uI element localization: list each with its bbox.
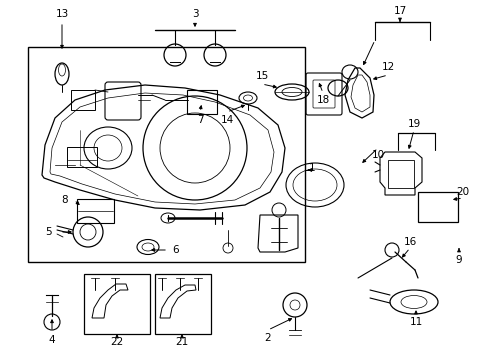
Bar — [84, 274, 150, 334]
Bar — [28, 47, 305, 262]
Text: 16: 16 — [403, 237, 416, 247]
Bar — [387, 160, 413, 188]
Text: 21: 21 — [175, 337, 188, 347]
Text: 2: 2 — [264, 333, 271, 343]
Text: 10: 10 — [371, 150, 384, 160]
Text: 13: 13 — [55, 9, 68, 19]
Text: 6: 6 — [172, 245, 179, 255]
Text: 19: 19 — [407, 119, 420, 129]
Text: 20: 20 — [455, 187, 468, 197]
Text: 9: 9 — [455, 255, 461, 265]
Text: 4: 4 — [49, 335, 55, 345]
Text: 15: 15 — [255, 71, 268, 81]
Bar — [155, 274, 210, 334]
Text: 1: 1 — [308, 163, 315, 173]
Text: 17: 17 — [392, 6, 406, 16]
Text: 14: 14 — [220, 115, 233, 125]
Text: 5: 5 — [44, 227, 51, 237]
Text: 18: 18 — [316, 95, 329, 105]
Text: 7: 7 — [196, 115, 203, 125]
Text: 11: 11 — [408, 317, 422, 327]
Bar — [417, 192, 457, 222]
Text: 8: 8 — [61, 195, 68, 205]
Text: 12: 12 — [381, 62, 394, 72]
Text: 3: 3 — [191, 9, 198, 19]
Text: 22: 22 — [110, 337, 123, 347]
